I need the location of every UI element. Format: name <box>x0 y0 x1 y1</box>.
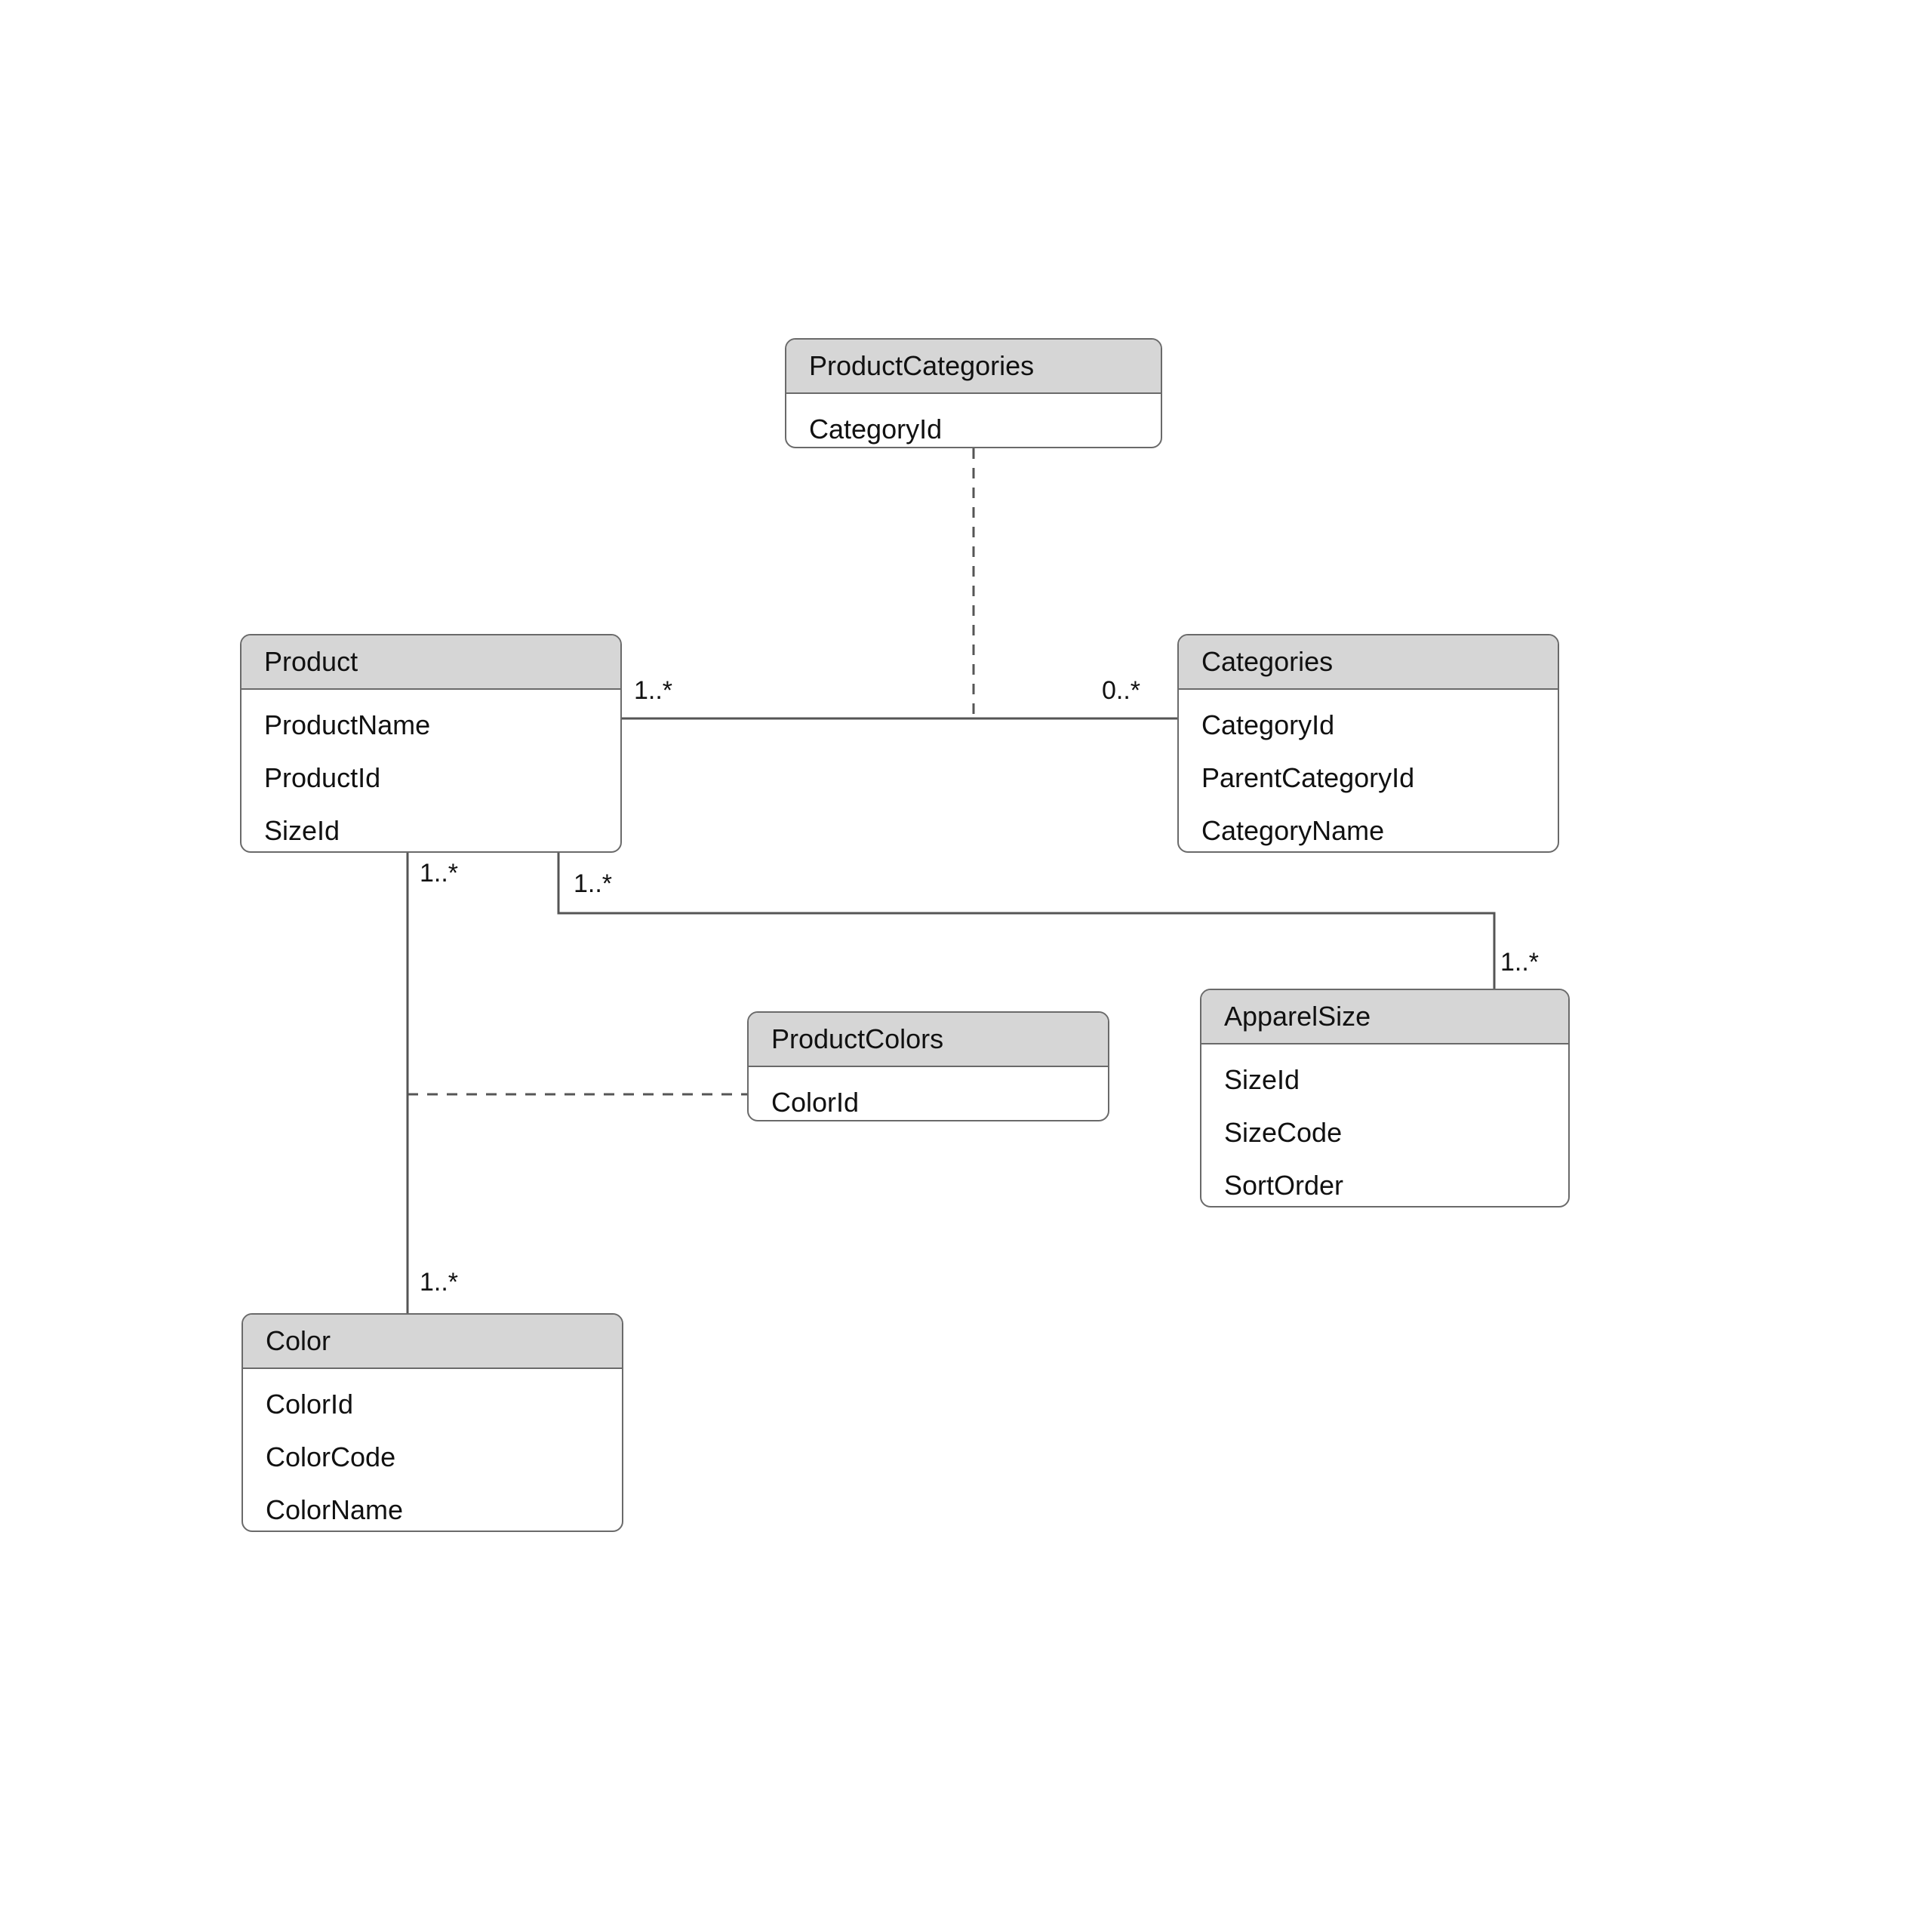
entity-color: Color ColorId ColorCode ColorName <box>242 1313 623 1532</box>
mult-label: 1..* <box>1500 948 1539 977</box>
edge-product-apparelsize <box>558 853 1494 989</box>
mult-label: 0..* <box>1102 676 1140 706</box>
entity-attrs: CategoryId <box>786 394 1161 448</box>
attr: ColorId <box>266 1378 604 1431</box>
attr: ColorId <box>771 1076 1090 1121</box>
entity-attrs: ProductName ProductId SizeId <box>242 690 620 853</box>
mult-label: 1..* <box>634 676 672 706</box>
attr: ColorCode <box>266 1431 604 1484</box>
attr: CategoryId <box>1201 699 1540 752</box>
mult-label: 1..* <box>420 1268 458 1297</box>
mult-label: 1..* <box>574 869 612 899</box>
entity-productcolors: ProductColors ColorId <box>747 1011 1109 1121</box>
entity-attrs: ColorId ColorCode ColorName <box>243 1369 622 1532</box>
attr: CategoryName <box>1201 804 1540 853</box>
attr: ProductName <box>264 699 602 752</box>
entity-title: Product <box>242 635 620 690</box>
entity-title: ProductColors <box>749 1013 1108 1067</box>
entity-attrs: SizeId SizeCode SortOrder <box>1201 1044 1568 1208</box>
entity-title: Color <box>243 1315 622 1369</box>
entity-title: Categories <box>1179 635 1558 690</box>
entity-categories: Categories CategoryId ParentCategoryId C… <box>1177 634 1559 853</box>
mult-label: 1..* <box>420 859 458 888</box>
entity-productcategories: ProductCategories CategoryId <box>785 338 1162 448</box>
attr: SizeId <box>1224 1054 1550 1106</box>
entity-apparelsize: ApparelSize SizeId SizeCode SortOrder <box>1200 989 1570 1208</box>
entity-attrs: ColorId <box>749 1067 1108 1121</box>
attr: ProductId <box>264 752 602 804</box>
attr: ColorName <box>266 1484 604 1532</box>
uml-diagram: ProductCategories CategoryId Product Pro… <box>0 0 1932 1932</box>
entity-attrs: CategoryId ParentCategoryId CategoryName <box>1179 690 1558 853</box>
entity-product: Product ProductName ProductId SizeId <box>240 634 622 853</box>
attr: SizeId <box>264 804 602 853</box>
entity-title: ApparelSize <box>1201 990 1568 1044</box>
entity-title: ProductCategories <box>786 340 1161 394</box>
attr: ParentCategoryId <box>1201 752 1540 804</box>
attr: CategoryId <box>809 403 1143 448</box>
connectors-layer <box>0 0 1932 1932</box>
attr: SizeCode <box>1224 1106 1550 1159</box>
attr: SortOrder <box>1224 1159 1550 1208</box>
